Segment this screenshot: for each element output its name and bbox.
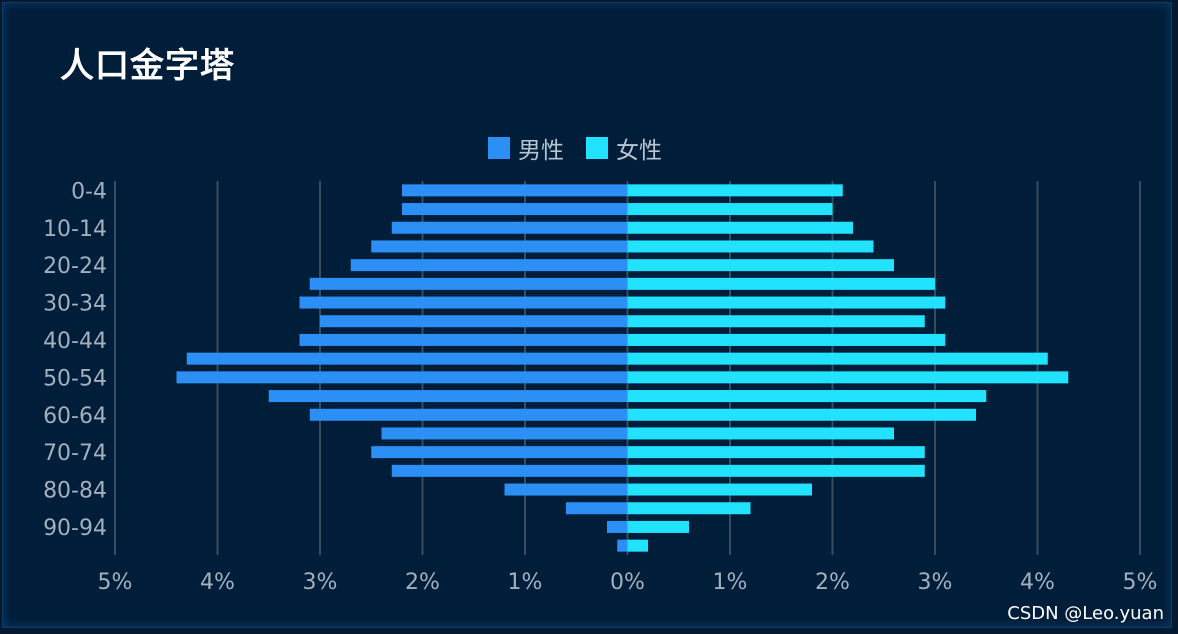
bar-male (607, 520, 628, 533)
bar-female (627, 539, 648, 552)
legend-label-female: 女性 (616, 138, 662, 164)
bar-male (309, 408, 628, 421)
bar-male (371, 240, 628, 253)
bar-female (627, 371, 1069, 384)
legend-swatch-male (488, 137, 510, 159)
bar-male (391, 464, 628, 477)
bar-male (268, 390, 628, 403)
bar-female (627, 184, 843, 197)
bar-female (627, 315, 925, 328)
bar-female (627, 464, 925, 477)
legend-item-female[interactable]: 女性 (586, 131, 662, 165)
y-tick-label: 90-94 (43, 516, 107, 541)
bar-male (350, 259, 628, 272)
watermark: CSDN @Leo.yuan (1007, 603, 1164, 624)
y-tick-label: 80-84 (43, 479, 107, 504)
bar-female (627, 408, 976, 421)
bar-male (309, 277, 628, 290)
bar-male (186, 352, 628, 365)
y-tick-label: 40-44 (43, 329, 107, 354)
chart-title: 人口金字塔 (60, 46, 235, 86)
legend-item-male[interactable]: 男性 (488, 131, 564, 165)
bar-female (627, 240, 874, 253)
bar-male (299, 333, 628, 346)
y-tick-label: 20-24 (43, 254, 107, 279)
bar-female (627, 277, 935, 290)
bar-male (299, 296, 628, 309)
x-tick-label: 3% (303, 570, 338, 595)
bar-male (566, 502, 628, 515)
x-tick-label: 0% (610, 570, 645, 595)
bar-male (402, 203, 628, 216)
x-tick-label: 3% (918, 570, 953, 595)
x-tick-label: 1% (508, 570, 543, 595)
y-tick-label: 0-4 (71, 179, 107, 204)
x-tick-label: 1% (713, 570, 748, 595)
bar-female (627, 259, 894, 272)
x-tick-label: 4% (1020, 570, 1055, 595)
bar-male (402, 184, 628, 197)
bar-male (391, 221, 628, 234)
bar-female (627, 520, 689, 533)
y-tick-label: 30-34 (43, 292, 107, 317)
bar-female (627, 352, 1048, 365)
legend-label-male: 男性 (518, 138, 564, 164)
bar-female (627, 483, 812, 496)
bar-male (176, 371, 628, 384)
bar-male (504, 483, 628, 496)
bar-female (627, 333, 946, 346)
y-tick-label: 10-14 (43, 217, 107, 242)
bar-female (627, 390, 987, 403)
y-tick-label: 50-54 (43, 366, 107, 391)
bar-female (627, 446, 925, 459)
legend-swatch-female (586, 137, 608, 159)
x-tick-label: 2% (405, 570, 440, 595)
chart-legend: 男性 女性 (488, 131, 684, 165)
x-tick-label: 5% (1123, 570, 1158, 595)
x-tick-label: 5% (98, 570, 133, 595)
bar-male (320, 315, 628, 328)
bar-male (381, 427, 628, 440)
bar-female (627, 427, 894, 440)
bar-female (627, 296, 946, 309)
bar-female (627, 203, 833, 216)
bar-male (617, 539, 628, 552)
bar-female (627, 502, 751, 515)
x-tick-label: 2% (815, 570, 850, 595)
bar-male (371, 446, 628, 459)
y-tick-label: 70-74 (43, 441, 107, 466)
x-tick-label: 4% (200, 570, 235, 595)
y-tick-label: 60-64 (43, 404, 107, 429)
bar-female (627, 221, 853, 234)
